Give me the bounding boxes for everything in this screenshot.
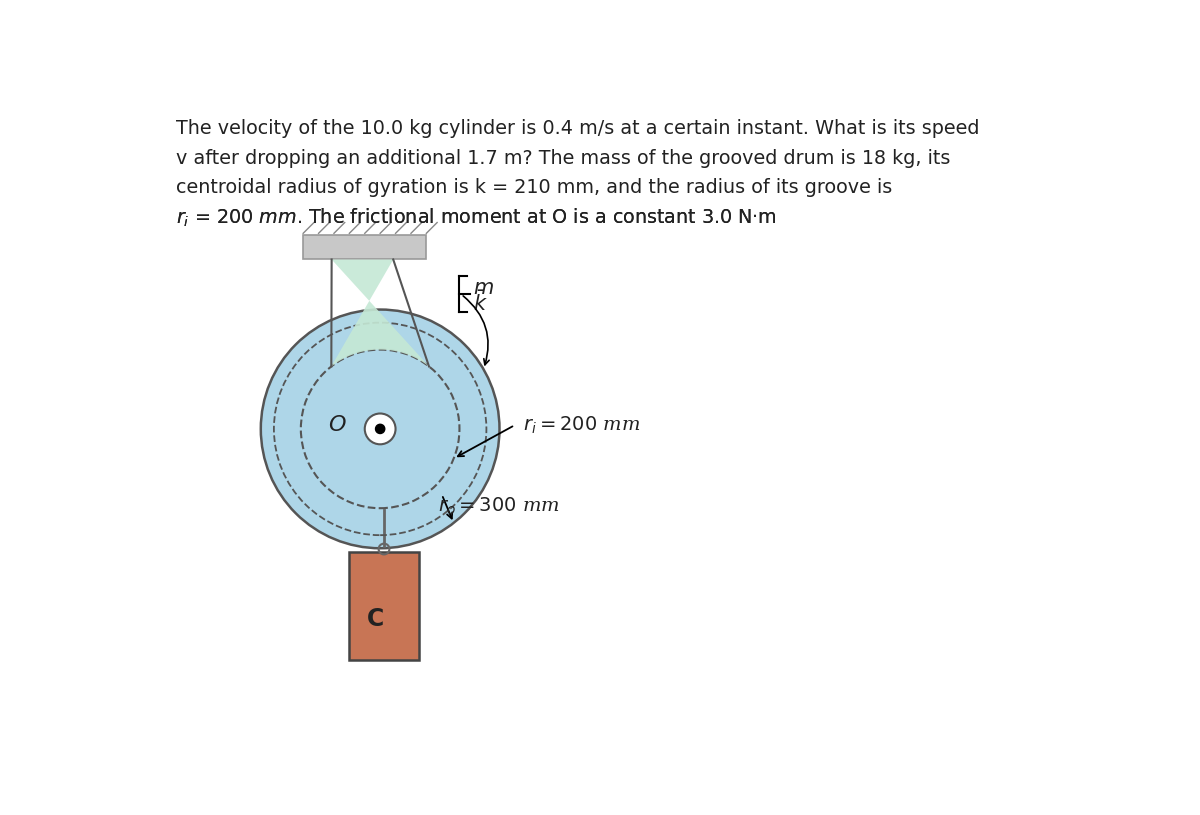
- Text: C: C: [367, 607, 384, 631]
- Circle shape: [365, 413, 396, 444]
- Text: The velocity of the 10.0 kg cylinder is 0.4 m/s at a certain instant. What is it: The velocity of the 10.0 kg cylinder is …: [176, 119, 979, 139]
- Text: v after dropping an additional 1.7 m? The mass of the grooved drum is 18 kg, its: v after dropping an additional 1.7 m? Th…: [176, 148, 950, 168]
- Polygon shape: [331, 259, 428, 367]
- Circle shape: [376, 425, 385, 434]
- Text: $r_o = 300$ mm: $r_o = 300$ mm: [438, 496, 560, 517]
- Text: $m$: $m$: [473, 279, 494, 297]
- Circle shape: [260, 310, 499, 548]
- Text: $r_i = 200$ mm: $r_i = 200$ mm: [522, 414, 640, 436]
- Text: $r_i$ = 200 $mm$. The frictional moment at O is a constant 3.0 N·m: $r_i$ = 200 $mm$. The frictional moment …: [176, 207, 776, 230]
- Text: $\mathit{O}$: $\mathit{O}$: [329, 414, 347, 436]
- Bar: [349, 552, 419, 660]
- Text: $\bar{k}$: $\bar{k}$: [473, 291, 488, 315]
- Text: $r_i$ = 200 $mm$. The frictional moment at O is a constant 3.0 N·m: $r_i$ = 200 $mm$. The frictional moment …: [176, 207, 776, 230]
- Bar: [304, 235, 426, 259]
- Text: centroidal radius of gyration is k = 210 mm, and the radius of its groove is: centroidal radius of gyration is k = 210…: [176, 178, 893, 197]
